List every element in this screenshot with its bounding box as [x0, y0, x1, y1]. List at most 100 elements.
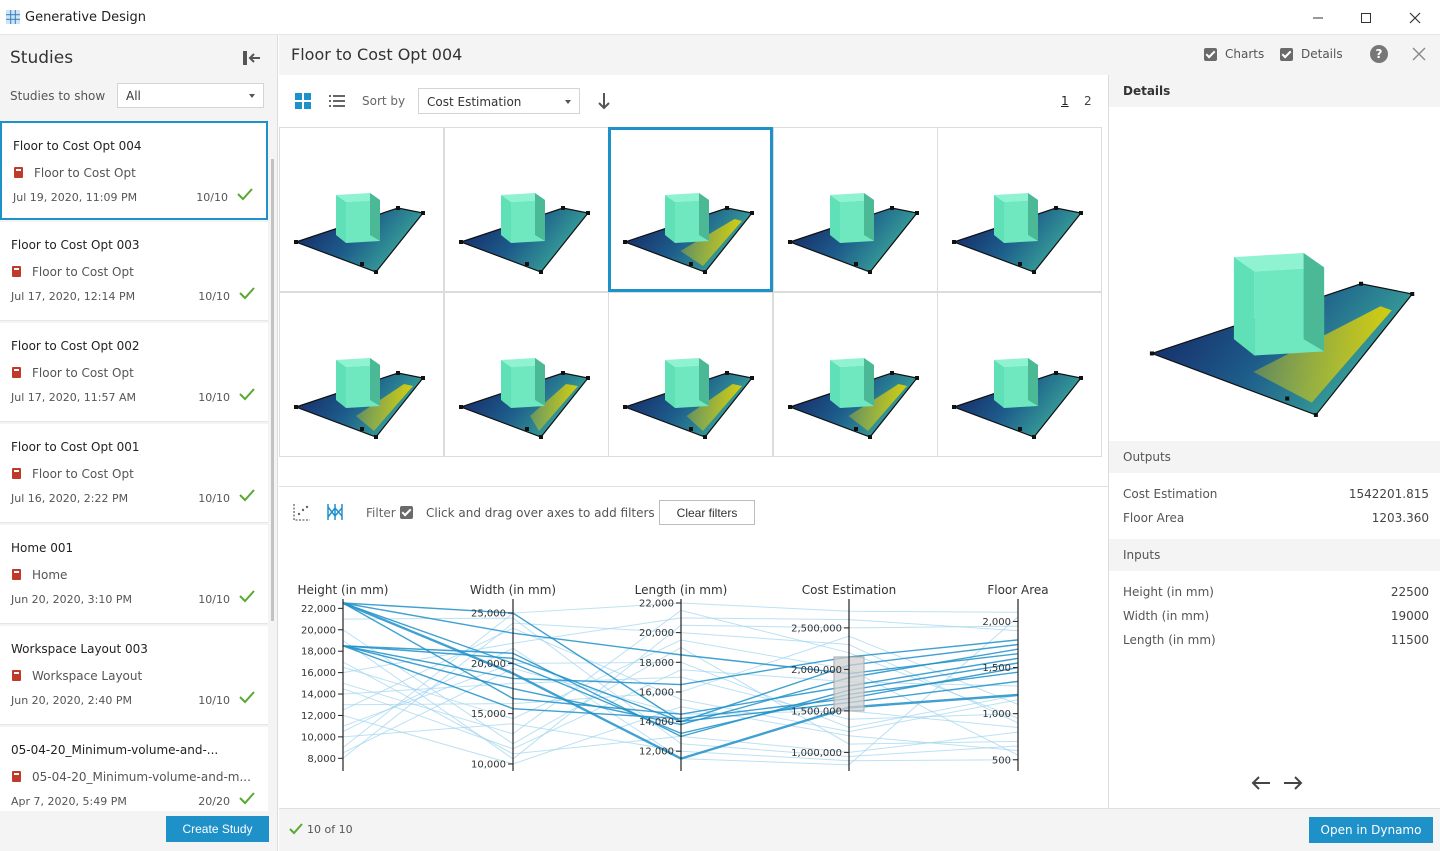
corner-marker — [914, 376, 919, 380]
corner-marker — [421, 376, 425, 380]
building-cube-shade — [863, 193, 874, 241]
corner-marker — [1149, 351, 1154, 356]
pc-tick-label: 2,500,000 — [791, 623, 842, 634]
pc-tick-label: 10,000 — [471, 759, 506, 770]
details-title: Details — [1123, 84, 1171, 98]
corner-marker — [294, 405, 298, 409]
parallel-coordinates-icon[interactable] — [326, 503, 344, 521]
study-name: 05-04-20_Minimum-volume-and-... — [11, 743, 219, 757]
page-2-link[interactable]: 2 — [1084, 94, 1092, 108]
pc-tick-label: 15,000 — [471, 709, 506, 720]
page-title: Floor to Cost Opt 004 — [291, 45, 463, 64]
study-type: Floor to Cost Opt — [32, 265, 134, 279]
study-card[interactable]: Floor to Cost Opt 003 Floor to Cost Opt Ju… — [0, 222, 268, 321]
corner-marker — [750, 211, 754, 215]
parallel-coordinates-chart[interactable]: Height (in mm) 22,000 20,000 18,000 16,000 14… — [279, 567, 1108, 809]
design-thumbnail[interactable] — [443, 127, 609, 292]
design-thumbnail[interactable] — [608, 292, 773, 457]
window-titlebar: Generative Design — [0, 0, 1440, 35]
main-header: Floor to Cost Opt 004 Charts Details ? — [279, 35, 1440, 75]
close-icon — [1409, 12, 1421, 24]
close-window-button[interactable] — [1403, 6, 1427, 30]
studies-to-show-select[interactable]: All — [117, 83, 264, 108]
design-preview-3d[interactable] — [1109, 107, 1440, 439]
list-view-icon[interactable] — [329, 93, 345, 109]
page-1-link[interactable]: 1 — [1061, 94, 1069, 108]
pc-tick-label: 16,000 — [639, 687, 674, 698]
study-type-icon — [14, 167, 23, 178]
checkmark-icon — [239, 287, 255, 300]
minimize-button[interactable] — [1306, 6, 1330, 30]
input-row-width: Width (in mm) 19000 — [1123, 609, 1429, 623]
cost-overlay — [1253, 306, 1392, 403]
design-thumbnail[interactable] — [772, 127, 938, 292]
study-card[interactable]: Home 001 Home Jun 20, 2020, 3:10 PM 10/10 — [0, 525, 268, 624]
building-cube-shade — [1303, 253, 1325, 352]
output-row-floor-area: Floor Area 1203.360 — [1123, 511, 1429, 525]
previous-design-arrow-icon[interactable] — [1251, 775, 1271, 791]
study-card[interactable]: Floor to Cost Opt 002 Floor to Cost Opt Ju… — [0, 323, 268, 422]
grid-view-icon[interactable] — [295, 93, 311, 109]
input-row-height: Height (in mm) 22500 — [1123, 585, 1429, 599]
building-cube-front — [994, 360, 1004, 408]
building-cube-top — [500, 358, 545, 367]
corner-marker — [585, 211, 590, 215]
design-thumbnail[interactable] — [937, 292, 1102, 457]
pc-tick-label: 1,000,000 — [791, 748, 842, 759]
study-date: Jul 17, 2020, 11:57 AM — [11, 391, 136, 404]
checkmark-icon — [237, 188, 253, 201]
corner-marker — [1032, 435, 1036, 439]
filter-checkbox[interactable] — [400, 506, 413, 519]
checkmark-icon — [289, 823, 303, 835]
pc-axis-label: Floor Area — [987, 583, 1048, 597]
next-design-arrow-icon[interactable] — [1283, 775, 1303, 791]
corner-marker — [952, 240, 956, 244]
scatter-plot-icon[interactable] — [293, 503, 311, 521]
building-cube-top — [500, 193, 545, 202]
output-value: 1203.360 — [1371, 511, 1429, 525]
building-cube-shade — [370, 193, 380, 241]
study-type: 05-04-20_Minimum-volume-and-m... — [32, 770, 251, 784]
building-cube-top — [1233, 253, 1325, 272]
design-thumbnail[interactable] — [279, 292, 444, 457]
study-card[interactable]: Workspace Layout 003 Workspace Layout Jun … — [0, 626, 268, 725]
study-type-icon — [12, 367, 21, 378]
building-cube-shade — [863, 358, 874, 406]
open-in-dynamo-button[interactable]: Open in Dynamo — [1309, 817, 1433, 843]
design-thumbnail[interactable] — [279, 127, 444, 292]
design-thumbnail[interactable] — [772, 292, 938, 457]
study-type-icon — [12, 569, 21, 580]
close-study-icon[interactable] — [1412, 47, 1426, 61]
cost-overlay — [686, 384, 742, 431]
collapse-panel-icon[interactable] — [243, 50, 261, 66]
study-card[interactable]: Floor to Cost Opt 004 Floor to Cost Opt Ju… — [0, 121, 268, 220]
maximize-button[interactable] — [1354, 6, 1378, 30]
details-checkbox[interactable] — [1280, 48, 1293, 61]
building-cube-top — [665, 193, 709, 202]
design-thumbnail[interactable] — [608, 127, 773, 292]
pc-axis-label: Width (in mm) — [470, 583, 556, 597]
sort-direction-arrow-down-icon[interactable] — [597, 92, 611, 110]
building-cube-shade — [699, 193, 709, 241]
create-study-button[interactable]: Create Study — [166, 816, 269, 842]
pc-tick-label: 25,000 — [471, 609, 506, 620]
pc-tick-label: 2,000 — [982, 617, 1011, 628]
pc-tick-label: 2,000,000 — [791, 665, 842, 676]
corner-marker — [703, 435, 707, 439]
design-thumbnail[interactable] — [443, 292, 609, 457]
study-date: Apr 7, 2020, 5:49 PM — [11, 795, 127, 808]
study-card[interactable]: Floor to Cost Opt 001 Floor to Cost Opt Ju… — [0, 424, 268, 523]
corner-marker — [853, 427, 858, 431]
pc-tick-label: 1,500 — [982, 663, 1011, 674]
study-card[interactable]: 05-04-20_Minimum-volume-and-... 05-04-20_… — [0, 727, 268, 811]
clear-filters-button[interactable]: Clear filters — [659, 500, 755, 525]
sort-by-select[interactable]: Cost Estimation — [418, 88, 580, 114]
corner-marker — [538, 435, 543, 439]
corner-marker — [750, 376, 754, 380]
sidebar-scrollbar[interactable] — [271, 159, 274, 621]
corner-marker — [867, 435, 872, 439]
design-thumbnail[interactable] — [937, 127, 1102, 292]
charts-checkbox[interactable] — [1204, 48, 1217, 61]
help-icon[interactable]: ? — [1370, 45, 1388, 63]
pc-tick-label: 18,000 — [301, 647, 336, 658]
